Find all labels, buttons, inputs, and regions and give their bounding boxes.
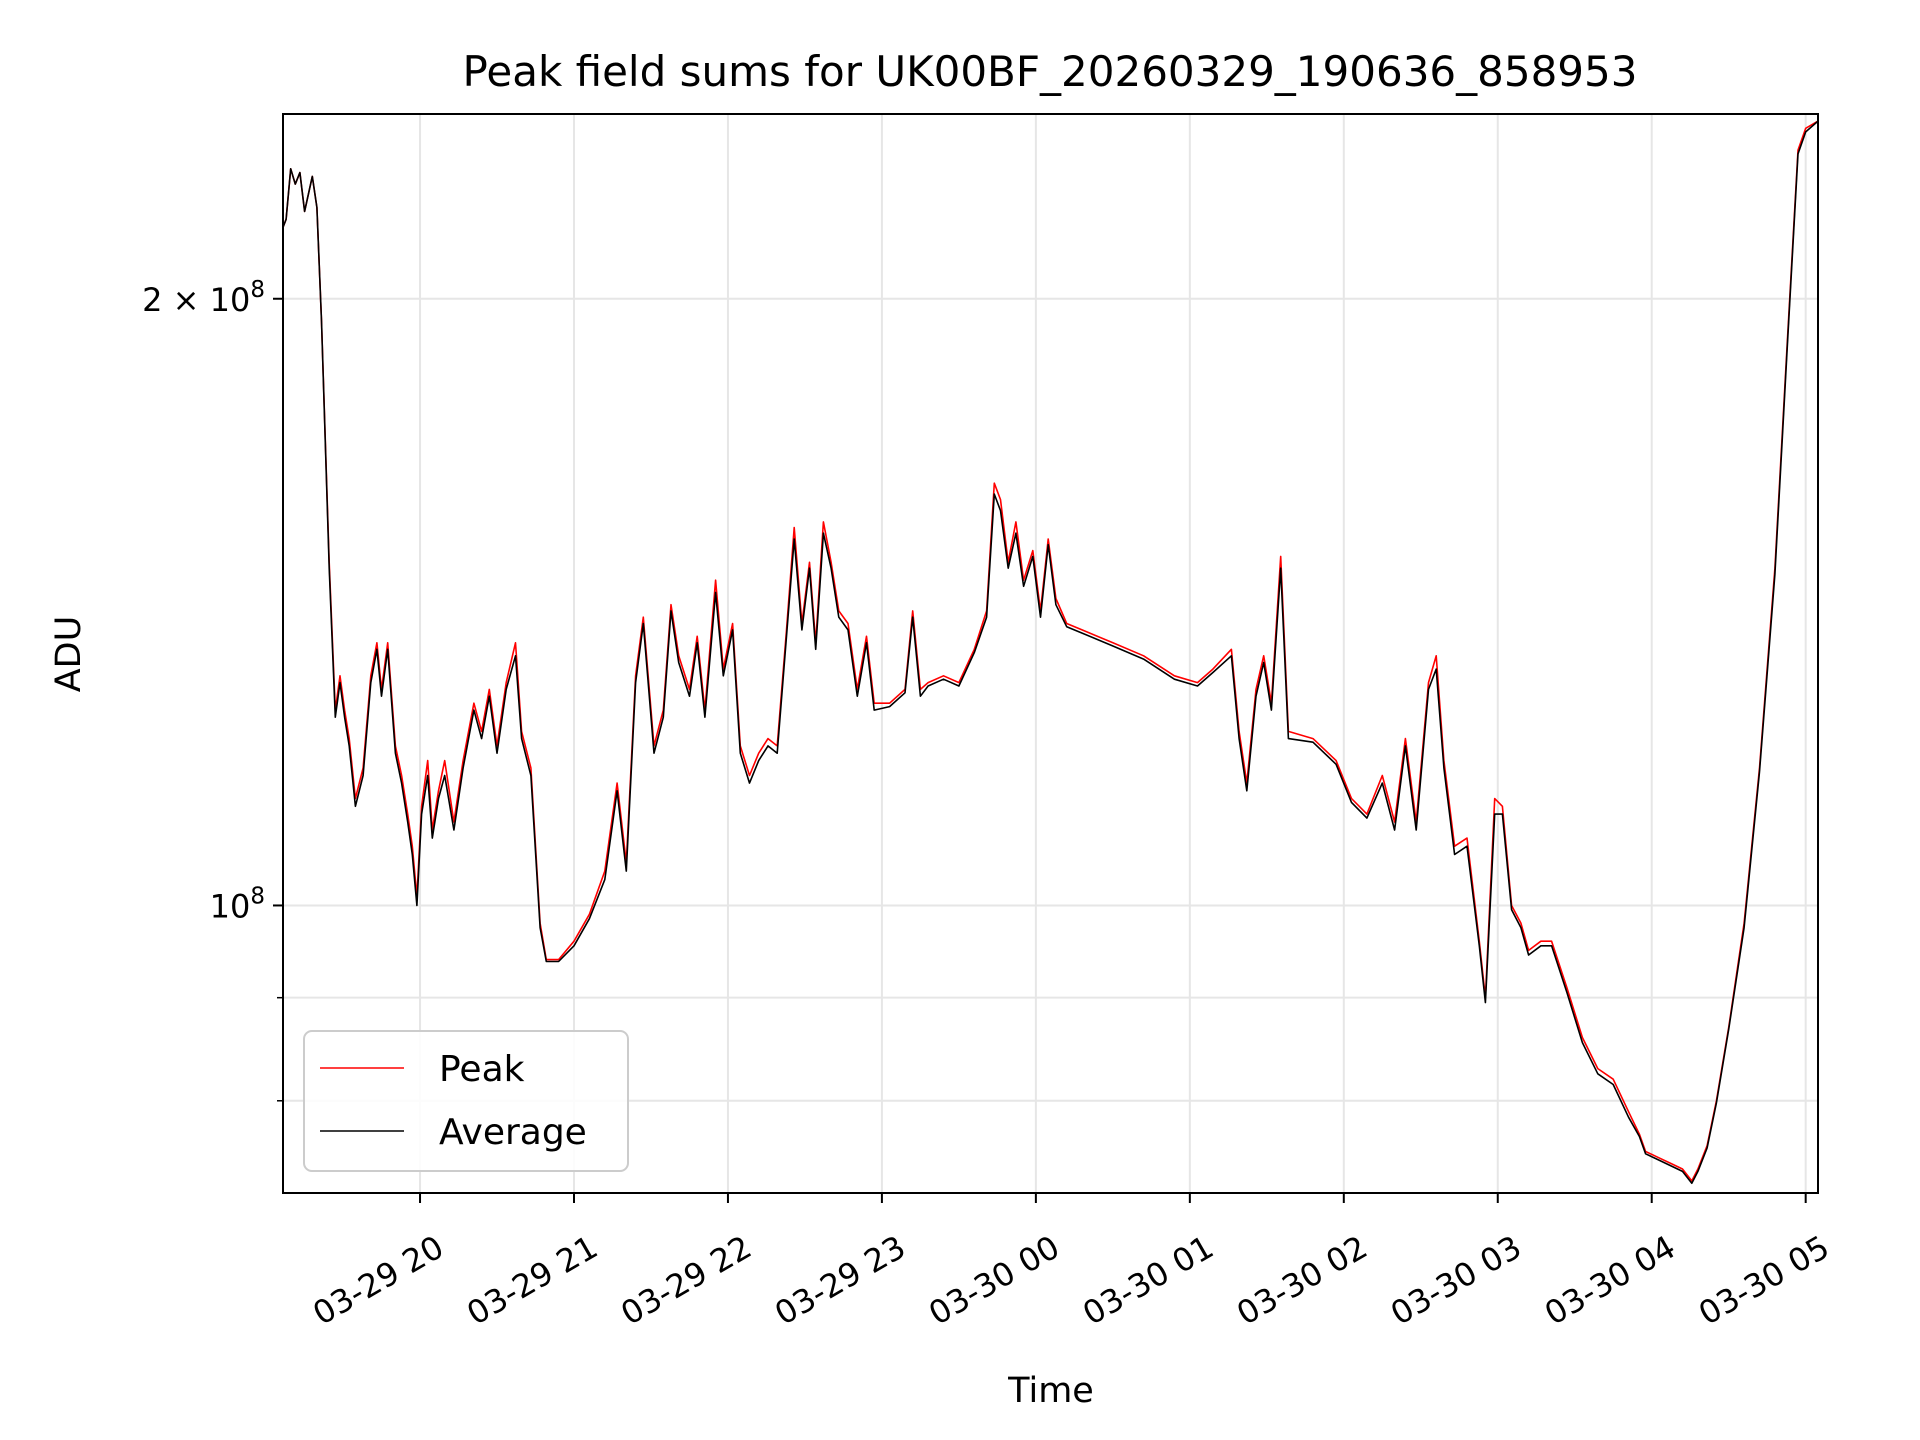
series-line-average <box>282 120 1819 1185</box>
series-layer <box>282 120 1819 1185</box>
y-tick-label: 108 <box>210 883 265 925</box>
y-tick-label: 2 × 108 <box>142 277 265 319</box>
legend: Peak Average <box>303 1030 629 1172</box>
series-line-peak <box>282 120 1819 1182</box>
x-axis-label: Time <box>1007 1371 1094 1411</box>
legend-box <box>303 1030 629 1172</box>
chart-title: Peak field sums for UK00BF_20260329_1906… <box>463 47 1638 96</box>
y-axis-label: ADU <box>49 616 89 693</box>
legend-average-label: Average <box>439 1112 587 1153</box>
plot-frame <box>282 113 1819 1194</box>
legend-peak-label: Peak <box>439 1049 525 1090</box>
